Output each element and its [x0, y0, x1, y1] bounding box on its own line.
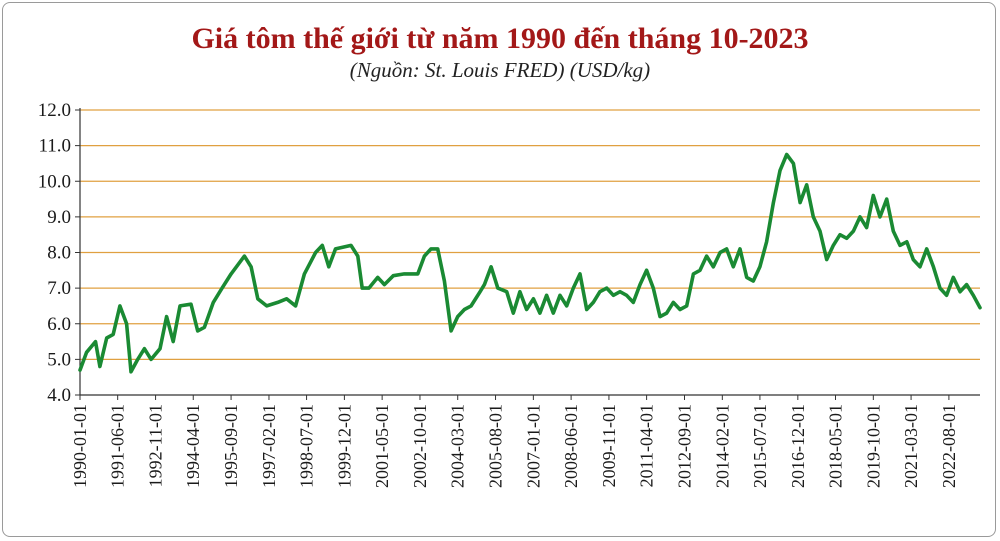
x-tick-label: 1995-09-01: [221, 404, 241, 488]
x-tick-label: 1990-01-01: [70, 404, 90, 488]
x-tick-label: 2016-12-01: [788, 404, 808, 488]
x-tick-label: 1998-07-01: [297, 404, 317, 488]
x-tick-label: 1994-04-01: [183, 404, 203, 488]
x-tick-label: 2008-06-01: [561, 404, 581, 488]
x-tick-label: 2014-02-01: [712, 404, 732, 488]
x-tick-label: 2022-08-01: [939, 404, 959, 488]
chart-title: Giá tôm thế giới từ năm 1990 đến tháng 1…: [191, 22, 808, 55]
x-tick-label: 2012-09-01: [675, 404, 695, 488]
x-tick-label: 2007-01-01: [523, 404, 543, 488]
x-tick-label: 2002-10-01: [410, 404, 430, 488]
x-tick-label: 2019-10-01: [863, 404, 883, 488]
x-tick-label: 2011-04-01: [637, 404, 657, 487]
y-tick-label: 12.0: [38, 100, 71, 121]
x-tick-label: 2004-03-01: [448, 404, 468, 488]
y-tick-label: 8.0: [47, 243, 71, 264]
series-group: [78, 152, 982, 374]
x-tick-label: 2009-11-01: [599, 404, 619, 487]
x-tick-label: 2001-05-01: [372, 404, 392, 488]
x-tick-label: 2018-05-01: [826, 404, 846, 488]
x-tick-label: 1999-12-01: [334, 404, 354, 488]
y-tick-label: 9.0: [47, 207, 71, 228]
x-tick-label: 1991-06-01: [108, 404, 128, 488]
x-tick-label: 1992-11-01: [146, 404, 166, 487]
x-axis-ticks: 1990-01-01 1991-06-01 1992-11-01 1994-04-01…: [70, 395, 959, 488]
x-tick-label: 2005-08-01: [486, 404, 506, 488]
y-tick-label: 11.0: [38, 136, 71, 157]
y-axis-ticks: 4.0 5.0 6.0 7.0 8.0 9.0 10.0 11.0 12.0: [38, 100, 80, 406]
y-tick-label: 4.0: [47, 385, 71, 406]
y-tick-label: 7.0: [47, 278, 71, 299]
chart-subtitle: (Nguồn: St. Louis FRED) (USD/kg): [350, 58, 650, 82]
x-tick-label: 2021-03-01: [901, 404, 921, 488]
series-line-0: [78, 152, 982, 374]
y-tick-label: 5.0: [47, 349, 71, 370]
gridlines: [80, 109, 980, 361]
x-tick-label: 2015-07-01: [750, 404, 770, 488]
y-tick-label: 6.0: [47, 314, 71, 335]
x-tick-label: 1997-02-01: [259, 404, 279, 488]
axes: [79, 108, 980, 396]
y-tick-label: 10.0: [38, 171, 71, 192]
